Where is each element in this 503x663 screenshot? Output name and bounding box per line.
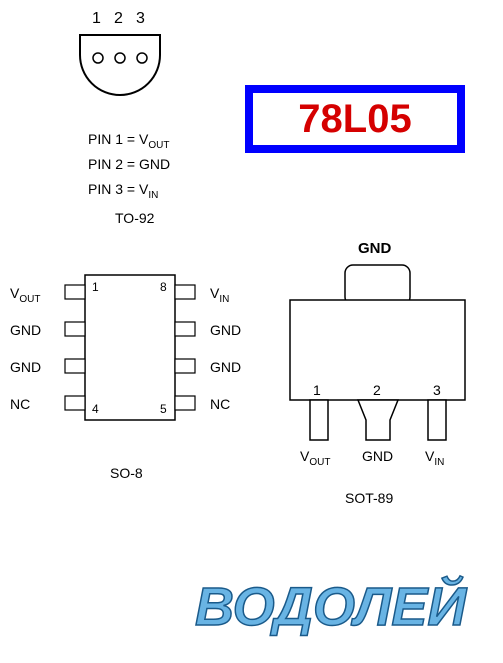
sot89-name: SOT-89 bbox=[345, 490, 393, 506]
sot89-b3: VIN bbox=[425, 448, 444, 468]
so8-right-4: NC bbox=[210, 396, 230, 412]
sot89-n3: 3 bbox=[433, 382, 441, 398]
so8-body bbox=[55, 270, 205, 425]
to92-num-3: 3 bbox=[136, 10, 145, 28]
to92-pin3: PIN 3 = VIN bbox=[88, 180, 170, 205]
to92-num-1: 1 bbox=[92, 10, 101, 28]
sot89-b2: GND bbox=[362, 448, 393, 464]
watermark-text: ВОДОЛЕЙ bbox=[195, 575, 467, 637]
so8-right-1: VIN bbox=[210, 285, 229, 305]
sot89-gnd-top: GND bbox=[358, 240, 391, 257]
so8-num-br: 5 bbox=[160, 402, 167, 416]
so8-left-2: GND bbox=[10, 322, 41, 338]
sot89-b1: VOUT bbox=[300, 448, 330, 468]
to92-pin2: PIN 2 = GND bbox=[88, 155, 170, 180]
so8-left-4: NC bbox=[10, 396, 30, 412]
so8-right-2: GND bbox=[210, 322, 241, 338]
so8-name: SO-8 bbox=[110, 465, 143, 481]
part-number-box: 78L05 bbox=[245, 85, 465, 153]
so8-num-tl: 1 bbox=[92, 280, 99, 294]
so8-right-3: GND bbox=[210, 359, 241, 375]
so8-left-1: VOUT bbox=[10, 285, 40, 305]
sot89-body bbox=[280, 260, 475, 465]
so8-num-tr: 8 bbox=[160, 280, 167, 294]
part-number-text: 78L05 bbox=[298, 97, 411, 142]
sot89-n2: 2 bbox=[373, 382, 381, 398]
so8-num-bl: 4 bbox=[92, 402, 99, 416]
to92-pin1: PIN 1 = VOUT bbox=[88, 130, 170, 155]
watermark: ВОДОЛЕЙ bbox=[195, 570, 503, 650]
to92-num-2: 2 bbox=[114, 10, 123, 28]
to92-pindefs: PIN 1 = VOUT PIN 2 = GND PIN 3 = VIN bbox=[88, 130, 170, 204]
to92-name: TO-92 bbox=[115, 210, 154, 226]
to92-body bbox=[70, 30, 170, 100]
sot89-n1: 1 bbox=[313, 382, 321, 398]
so8-left-3: GND bbox=[10, 359, 41, 375]
